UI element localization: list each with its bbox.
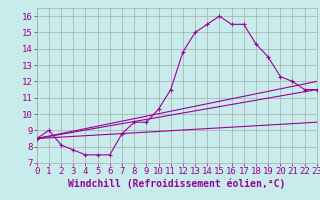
X-axis label: Windchill (Refroidissement éolien,°C): Windchill (Refroidissement éolien,°C) — [68, 179, 285, 189]
